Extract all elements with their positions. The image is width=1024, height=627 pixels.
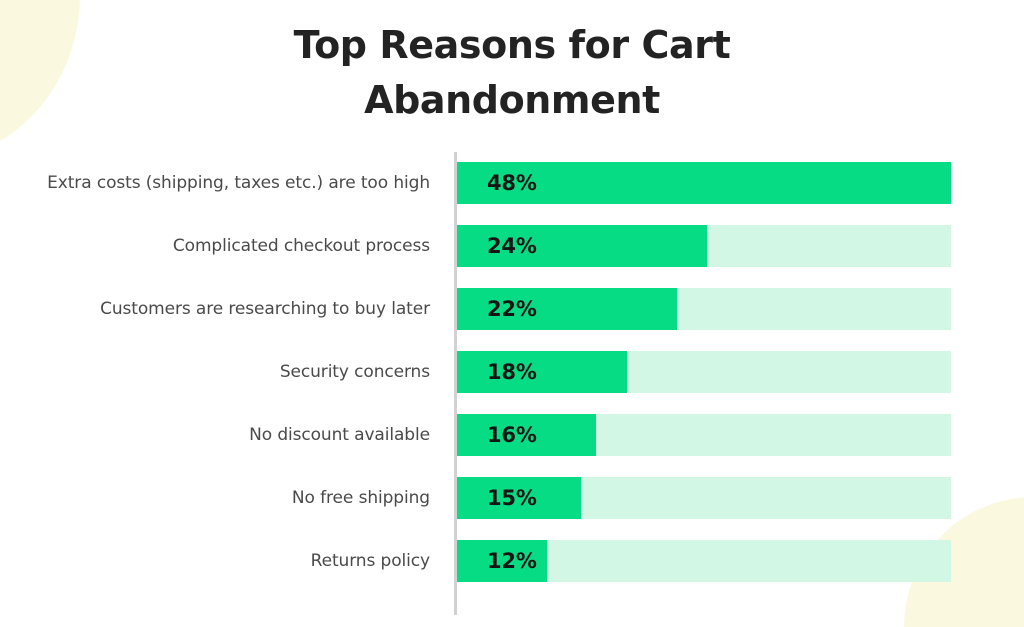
bar-value-label: 24% [487,234,537,258]
bar-row: Extra costs (shipping, taxes etc.) are t… [0,162,1024,204]
bar-value-label: 12% [487,549,537,573]
bar-track: 15% [457,477,951,519]
chart-title-line-1: Top Reasons for Cart [293,23,731,67]
category-label: No free shipping [291,488,430,508]
bar-track: 12% [457,540,951,582]
bar-track: 48% [457,162,951,204]
bar-value-label: 16% [487,423,537,447]
plot-area: Extra costs (shipping, taxes etc.) are t… [0,152,1024,615]
bar-track: 16% [457,414,951,456]
bar-row: No discount available 16% [0,414,1024,456]
bar: 24% [457,225,707,267]
category-label: Customers are researching to buy later [100,299,430,319]
bar-row: Returns policy 12% [0,540,1024,582]
bar-track: 24% [457,225,951,267]
bar-track: 18% [457,351,951,393]
bar-value-label: 48% [487,171,537,195]
bar: 15% [457,477,581,519]
bar-row: Security concerns 18% [0,351,1024,393]
bar-value-label: 22% [487,297,537,321]
category-label: No discount available [249,425,430,445]
bar: 12% [457,540,547,582]
bar-value-label: 15% [487,486,537,510]
category-label: Complicated checkout process [172,236,430,256]
bar: 22% [457,288,677,330]
category-label: Extra costs (shipping, taxes etc.) are t… [47,173,430,193]
category-label: Returns policy [310,551,430,571]
chart-title: Top Reasons for Cart Abandonment [0,18,1024,128]
bar-value-label: 18% [487,360,537,384]
bar: 16% [457,414,596,456]
category-label: Security concerns [279,362,430,382]
chart-title-line-2: Abandonment [364,78,660,123]
bar-track: 22% [457,288,951,330]
y-axis-line [454,152,457,615]
bar: 48% [457,162,951,204]
bar-row: Complicated checkout process 24% [0,225,1024,267]
bar-row: Customers are researching to buy later 22… [0,288,1024,330]
bar-row: No free shipping 15% [0,477,1024,519]
bar: 18% [457,351,627,393]
